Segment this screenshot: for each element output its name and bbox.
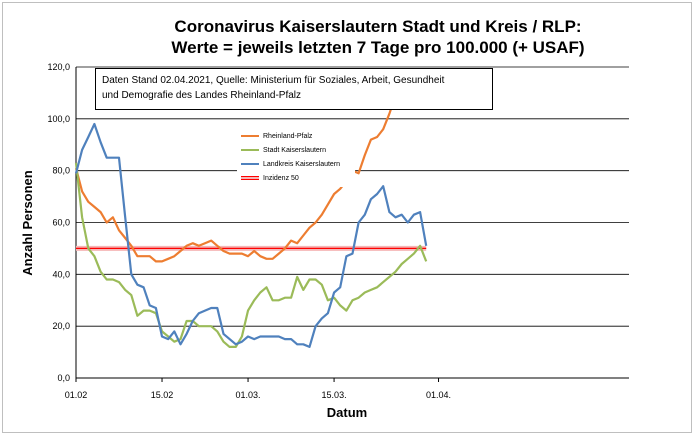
y-axis-label: Anzahl Personen: [20, 170, 35, 276]
series-line-3: [74, 122, 428, 348]
legend-label: Rheinland-Pfalz: [263, 132, 313, 140]
data-source-box: Daten Stand 02.04.2021, Quelle: Minister…: [95, 68, 493, 110]
legend-swatch: [241, 163, 259, 165]
legend-label: Stadt Kaiserslautern: [263, 146, 327, 154]
chart-title: Coronavirus Kaiserslautern Stadt und Kre…: [0, 16, 696, 58]
y-tick-label: 20,0: [52, 321, 70, 331]
legend-swatch: [241, 149, 259, 151]
x-tick-label: 15.02: [151, 390, 174, 400]
x-tick-label: 01.03.: [236, 390, 261, 400]
x-tick-labels: 01.02 15.02 01.03. 15.03. 01.04.: [65, 390, 451, 400]
legend-swatch: [241, 135, 259, 137]
x-tick-label: 01.02: [65, 390, 88, 400]
legend-item: Rheinland-Pfalz: [241, 130, 312, 142]
data-source-line-1: Daten Stand 02.04.2021, Quelle: Minister…: [102, 75, 445, 86]
y-tick-label: 100,0: [47, 114, 70, 124]
series-line-1: [74, 83, 428, 263]
y-tick-label: 60,0: [52, 218, 70, 228]
legend-label: Inzidenz 50: [263, 174, 299, 182]
x-axis-label: Datum: [327, 405, 367, 420]
legend-swatch: [241, 176, 259, 180]
x-tick-label: 01.04.: [426, 390, 451, 400]
series-line-2: [74, 162, 428, 348]
axes: [75, 67, 629, 382]
data-source-line-2: und Demografie des Landes Rheinland-Pfal…: [102, 90, 302, 101]
y-tick-label: 40,0: [52, 269, 70, 279]
legend-item: Stadt Kaiserslautern: [241, 144, 326, 156]
series-lines: [74, 83, 428, 348]
chart-title-line-1: Coronavirus Kaiserslautern Stadt und Kre…: [174, 17, 582, 36]
y-tick-label: 0,0: [57, 373, 70, 383]
y-tick-labels: 0,0 20,0 40,0 60,0 80,0 100,0 120,0: [47, 62, 70, 383]
x-tick-label: 15.03.: [322, 390, 347, 400]
chart-title-line-2: Werte = jeweils letzten 7 Tage pro 100.0…: [171, 38, 585, 57]
chart-legend: Rheinland-Pfalz Stadt Kaiserslautern Landk…: [237, 127, 355, 187]
legend-item: Landkreis Kaiserslautern: [241, 158, 340, 170]
legend-label: Landkreis Kaiserslautern: [263, 160, 341, 168]
y-tick-label: 120,0: [47, 62, 70, 72]
legend-item: Inzidenz 50: [241, 172, 299, 184]
y-tick-label: 80,0: [52, 166, 70, 176]
